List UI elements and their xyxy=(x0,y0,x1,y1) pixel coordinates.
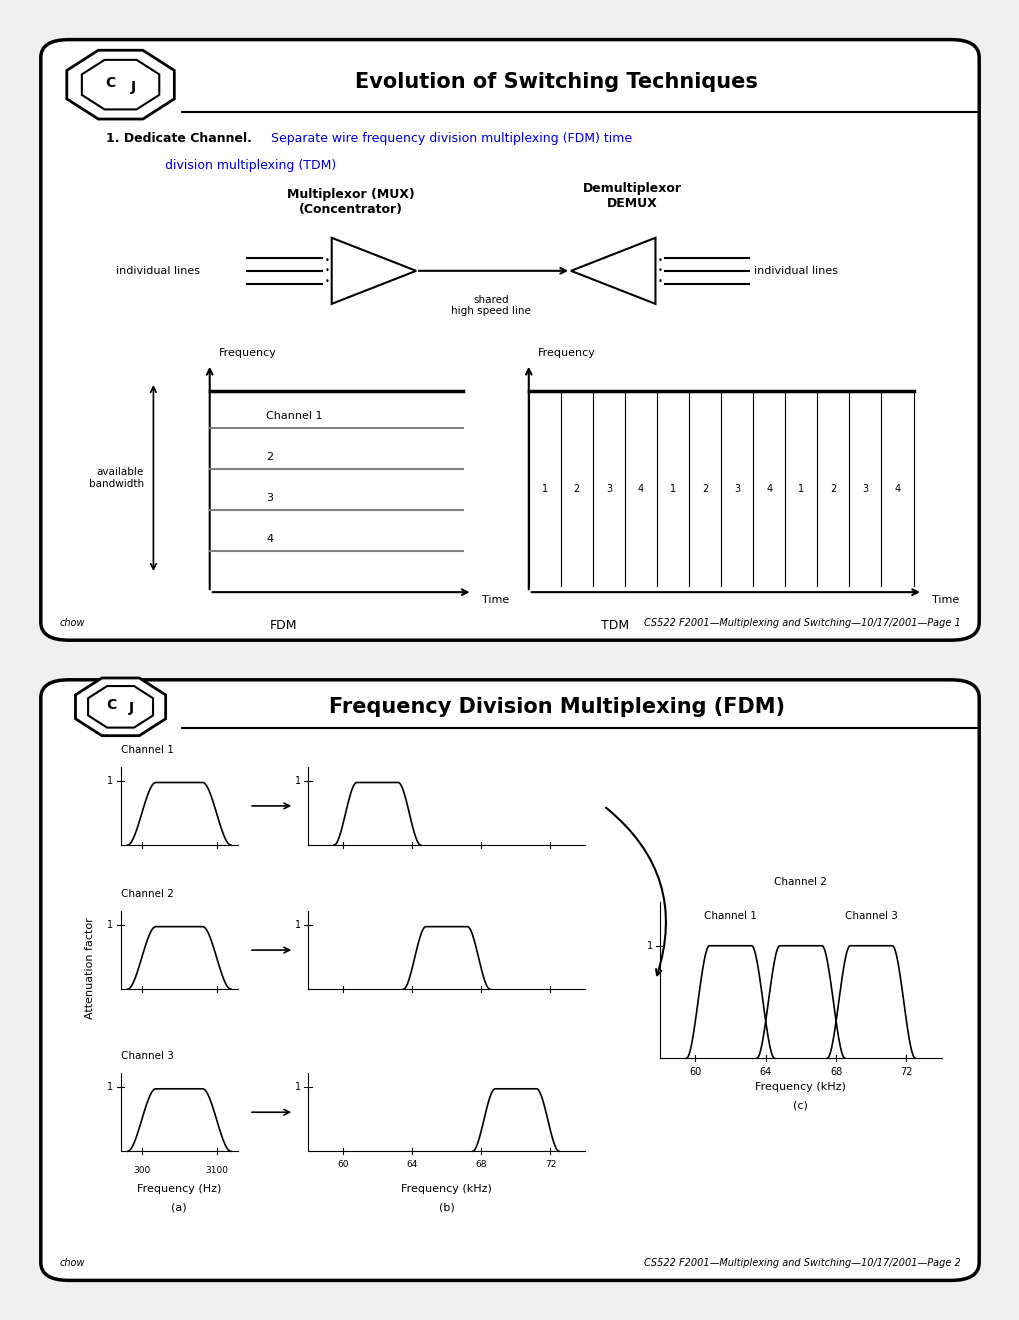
Text: 2: 2 xyxy=(266,451,273,462)
Text: Evolution of Switching Techniques: Evolution of Switching Techniques xyxy=(356,71,757,91)
Text: Frequency Division Multiplexing (FDM): Frequency Division Multiplexing (FDM) xyxy=(328,697,785,717)
Polygon shape xyxy=(331,238,416,304)
Text: Frequency: Frequency xyxy=(538,348,595,358)
Text: 4: 4 xyxy=(266,533,273,544)
Polygon shape xyxy=(75,678,165,735)
Text: Frequency: Frequency xyxy=(219,348,277,358)
Text: 60: 60 xyxy=(689,1067,701,1077)
Text: C: C xyxy=(105,75,115,90)
Text: J: J xyxy=(130,79,136,94)
Text: 3: 3 xyxy=(861,483,867,494)
Text: individual lines: individual lines xyxy=(116,265,200,276)
Text: 1: 1 xyxy=(798,483,804,494)
Text: 4: 4 xyxy=(637,483,643,494)
Text: 1: 1 xyxy=(646,941,652,950)
Text: Demultiplexor
DEMUX: Demultiplexor DEMUX xyxy=(582,182,681,210)
Text: Channel 2: Channel 2 xyxy=(120,888,173,899)
Text: Channel 2: Channel 2 xyxy=(773,876,826,887)
Text: Separate wire frequency division multiplexing (FDM) time: Separate wire frequency division multipl… xyxy=(270,132,631,145)
Text: 1: 1 xyxy=(541,483,547,494)
Text: 4: 4 xyxy=(765,483,771,494)
Text: 4: 4 xyxy=(894,483,900,494)
Text: CS522 F2001—Multiplexing and Switching—10/17/2001—Page 1: CS522 F2001—Multiplexing and Switching—1… xyxy=(643,618,960,628)
Text: chow: chow xyxy=(59,618,85,628)
Text: (a): (a) xyxy=(171,1203,186,1212)
Text: Time: Time xyxy=(481,595,508,605)
Text: shared
high speed line: shared high speed line xyxy=(450,294,531,317)
Text: 3: 3 xyxy=(605,483,611,494)
Text: available
bandwidth: available bandwidth xyxy=(89,467,144,488)
Text: Time: Time xyxy=(931,595,959,605)
Text: Channel 1: Channel 1 xyxy=(703,911,756,921)
Text: 3: 3 xyxy=(734,483,740,494)
Text: •
•
•: • • • xyxy=(657,256,662,285)
Text: Attenuation factor: Attenuation factor xyxy=(85,917,95,1019)
Text: 2: 2 xyxy=(701,483,707,494)
Text: FDM: FDM xyxy=(269,619,297,632)
Text: Channel 3: Channel 3 xyxy=(120,1051,173,1061)
FancyBboxPatch shape xyxy=(41,40,978,640)
Text: Frequency (kHz): Frequency (kHz) xyxy=(755,1082,846,1092)
Text: C: C xyxy=(107,698,117,713)
FancyBboxPatch shape xyxy=(41,680,978,1280)
Text: CS522 F2001—Multiplexing and Switching—10/17/2001—Page 2: CS522 F2001—Multiplexing and Switching—1… xyxy=(643,1258,960,1269)
Text: division multiplexing (TDM): division multiplexing (TDM) xyxy=(153,160,336,172)
Text: 1: 1 xyxy=(107,1082,113,1092)
Polygon shape xyxy=(88,686,153,727)
Text: individual lines: individual lines xyxy=(753,265,838,276)
Text: 72: 72 xyxy=(544,1160,555,1170)
Text: Multiplexor (MUX)
(Concentrator): Multiplexor (MUX) (Concentrator) xyxy=(286,187,414,215)
Text: (b): (b) xyxy=(438,1203,454,1212)
Polygon shape xyxy=(82,59,159,110)
Text: 3: 3 xyxy=(266,492,273,503)
Text: 60: 60 xyxy=(336,1160,348,1170)
Text: 1: 1 xyxy=(107,920,113,931)
Text: 1: 1 xyxy=(294,1082,301,1092)
Text: 1. Dedicate Channel.: 1. Dedicate Channel. xyxy=(106,132,252,145)
Text: 64: 64 xyxy=(406,1160,418,1170)
Text: Channel 1: Channel 1 xyxy=(266,411,322,421)
Text: 1: 1 xyxy=(294,920,301,931)
Text: 2: 2 xyxy=(829,483,836,494)
Text: chow: chow xyxy=(59,1258,85,1269)
Text: Frequency (kHz): Frequency (kHz) xyxy=(400,1184,491,1195)
Text: 1: 1 xyxy=(107,776,113,785)
Text: 68: 68 xyxy=(829,1067,842,1077)
Text: 300: 300 xyxy=(132,1167,150,1175)
Text: 72: 72 xyxy=(900,1067,912,1077)
Text: Channel 3: Channel 3 xyxy=(844,911,897,921)
Text: J: J xyxy=(128,701,133,715)
Text: 68: 68 xyxy=(475,1160,486,1170)
Polygon shape xyxy=(67,50,174,119)
Text: 2: 2 xyxy=(573,483,580,494)
Text: 64: 64 xyxy=(759,1067,771,1077)
Text: Frequency (Hz): Frequency (Hz) xyxy=(137,1184,221,1195)
Text: 1: 1 xyxy=(294,776,301,785)
Text: (c): (c) xyxy=(793,1101,807,1110)
Polygon shape xyxy=(571,238,655,304)
Text: 1: 1 xyxy=(669,483,676,494)
Text: •
•
•: • • • xyxy=(324,256,329,285)
Text: 3100: 3100 xyxy=(205,1167,228,1175)
Text: TDM: TDM xyxy=(601,619,629,632)
Text: Channel 1: Channel 1 xyxy=(120,744,173,755)
